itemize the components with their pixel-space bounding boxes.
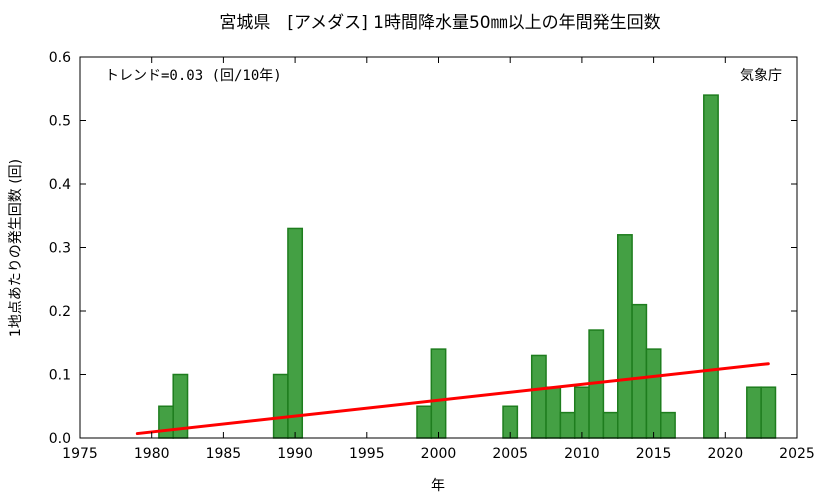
bar-2009 <box>559 411 576 439</box>
x-axis-label: 年 <box>431 478 445 494</box>
bar-2007 <box>530 354 547 439</box>
x-tick-label: 1990 <box>277 446 313 462</box>
x-tick-label: 2005 <box>492 446 528 462</box>
bar-2019 <box>703 94 719 439</box>
bar-2012 <box>602 411 619 439</box>
bar-2023 <box>760 386 777 439</box>
x-tick-label: 1980 <box>134 446 170 462</box>
bar-2008 <box>545 386 562 439</box>
y-axis-label: 1地点あたりの発生回数 (回) <box>8 159 24 337</box>
bar-1989 <box>272 373 289 439</box>
x-tick-label: 2020 <box>707 446 743 462</box>
bar-1999 <box>416 405 433 439</box>
bar-1981 <box>158 405 174 439</box>
x-tick-label: 1995 <box>349 446 385 462</box>
x-tick-label: 1985 <box>206 446 242 462</box>
x-tick-label: 2010 <box>564 446 600 462</box>
trend-line <box>135 362 770 436</box>
ticks-group: 1975 1980 1985 1990 1995 2000 2005 2010 2015 2020… <box>49 50 815 462</box>
y-tick-label: 0.4 <box>49 177 71 193</box>
x-tick-label: 1975 <box>62 446 98 462</box>
bar-2014 <box>631 303 648 439</box>
y-tick-label: 0.5 <box>49 114 71 130</box>
bars-group <box>158 94 777 439</box>
x-tick-label: 2025 <box>779 446 815 462</box>
y-tick-label: 0.2 <box>49 304 71 320</box>
trend-annotation: トレンド=0.03 (回/10年) <box>105 68 282 84</box>
bar-2010 <box>573 386 590 439</box>
bar-2013 <box>617 234 633 439</box>
y-tick-label: 0.6 <box>49 50 71 66</box>
bar-2022 <box>746 386 762 439</box>
y-tick-label: 0.3 <box>49 241 71 257</box>
bar-2016 <box>660 411 676 439</box>
x-tick-label: 2000 <box>421 446 457 462</box>
y-tick-label: 0.0 <box>49 431 71 447</box>
bar-2000 <box>430 348 447 439</box>
bar-2015 <box>645 348 662 439</box>
chart-title: 宮城県 [アメダス] 1時間降水量50㎜以上の年間発生回数 <box>219 13 660 33</box>
bar-1990 <box>287 227 304 439</box>
y-tick-label: 0.1 <box>49 368 71 384</box>
credit-label: 気象庁 <box>740 68 782 84</box>
x-tick-label: 2015 <box>636 446 672 462</box>
